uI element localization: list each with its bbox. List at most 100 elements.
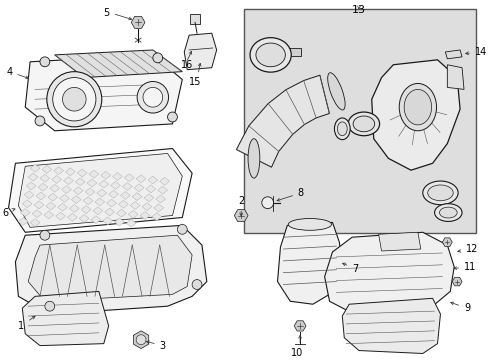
Polygon shape bbox=[85, 188, 95, 196]
Polygon shape bbox=[32, 210, 42, 218]
Polygon shape bbox=[184, 33, 216, 70]
Polygon shape bbox=[110, 181, 120, 189]
Text: 10: 10 bbox=[290, 348, 303, 357]
Polygon shape bbox=[378, 232, 420, 251]
Polygon shape bbox=[56, 212, 65, 220]
Polygon shape bbox=[52, 176, 61, 183]
Text: 7: 7 bbox=[342, 263, 358, 274]
Polygon shape bbox=[102, 217, 112, 225]
Ellipse shape bbox=[403, 89, 431, 125]
Polygon shape bbox=[148, 176, 158, 184]
Polygon shape bbox=[77, 169, 87, 177]
Circle shape bbox=[192, 280, 202, 289]
Polygon shape bbox=[67, 213, 77, 221]
Text: 11: 11 bbox=[453, 262, 475, 272]
Polygon shape bbox=[158, 186, 167, 194]
Polygon shape bbox=[97, 189, 106, 197]
Polygon shape bbox=[26, 182, 36, 190]
Polygon shape bbox=[40, 174, 50, 182]
Polygon shape bbox=[156, 195, 165, 203]
Text: 14: 14 bbox=[465, 47, 486, 57]
Polygon shape bbox=[44, 211, 54, 219]
Polygon shape bbox=[277, 222, 342, 304]
Polygon shape bbox=[142, 203, 152, 211]
Polygon shape bbox=[130, 202, 140, 210]
Circle shape bbox=[136, 335, 146, 345]
Ellipse shape bbox=[427, 185, 452, 201]
Polygon shape bbox=[342, 298, 440, 354]
Polygon shape bbox=[108, 190, 118, 198]
Circle shape bbox=[40, 230, 50, 240]
Polygon shape bbox=[30, 219, 40, 226]
Text: 9: 9 bbox=[450, 302, 469, 313]
Polygon shape bbox=[50, 184, 60, 192]
Ellipse shape bbox=[347, 112, 379, 136]
Polygon shape bbox=[134, 184, 144, 192]
Bar bbox=[244, 9, 475, 233]
Polygon shape bbox=[122, 183, 132, 190]
Polygon shape bbox=[34, 201, 44, 209]
Polygon shape bbox=[87, 179, 97, 187]
Bar bbox=[190, 14, 200, 24]
Polygon shape bbox=[101, 171, 110, 179]
Polygon shape bbox=[234, 210, 247, 221]
Polygon shape bbox=[144, 194, 154, 202]
Circle shape bbox=[45, 301, 55, 311]
Polygon shape bbox=[83, 197, 93, 205]
Polygon shape bbox=[106, 199, 116, 207]
Polygon shape bbox=[126, 219, 136, 227]
Polygon shape bbox=[104, 208, 114, 216]
Polygon shape bbox=[132, 193, 142, 201]
Polygon shape bbox=[324, 232, 453, 314]
Circle shape bbox=[53, 77, 96, 121]
Polygon shape bbox=[20, 209, 30, 216]
Polygon shape bbox=[95, 198, 104, 206]
Text: 13: 13 bbox=[351, 5, 365, 15]
Polygon shape bbox=[154, 204, 163, 212]
Text: 1: 1 bbox=[19, 316, 35, 331]
Polygon shape bbox=[19, 217, 28, 225]
Text: 5: 5 bbox=[102, 8, 109, 18]
Polygon shape bbox=[24, 191, 34, 199]
Polygon shape bbox=[61, 185, 71, 193]
Polygon shape bbox=[73, 187, 83, 195]
Polygon shape bbox=[442, 238, 451, 246]
Text: 16: 16 bbox=[181, 60, 193, 70]
Circle shape bbox=[62, 87, 86, 111]
Polygon shape bbox=[81, 206, 91, 213]
Polygon shape bbox=[42, 166, 52, 174]
Circle shape bbox=[40, 57, 50, 67]
Polygon shape bbox=[93, 207, 102, 215]
Polygon shape bbox=[114, 218, 124, 226]
Ellipse shape bbox=[398, 84, 436, 131]
Circle shape bbox=[142, 87, 163, 107]
Ellipse shape bbox=[334, 118, 349, 140]
Text: 2: 2 bbox=[238, 196, 244, 216]
Ellipse shape bbox=[434, 204, 461, 221]
Polygon shape bbox=[146, 185, 156, 193]
Polygon shape bbox=[25, 55, 182, 131]
Ellipse shape bbox=[288, 219, 331, 230]
Text: 15: 15 bbox=[188, 77, 201, 86]
Polygon shape bbox=[63, 177, 73, 185]
Polygon shape bbox=[75, 178, 85, 186]
Text: 12: 12 bbox=[457, 244, 477, 254]
Polygon shape bbox=[28, 235, 192, 301]
Polygon shape bbox=[22, 200, 32, 208]
Ellipse shape bbox=[255, 43, 285, 67]
Polygon shape bbox=[54, 167, 63, 175]
Circle shape bbox=[47, 72, 102, 127]
Polygon shape bbox=[22, 291, 108, 346]
Polygon shape bbox=[124, 174, 134, 182]
Ellipse shape bbox=[352, 116, 374, 132]
Ellipse shape bbox=[439, 207, 456, 218]
Text: 6: 6 bbox=[2, 208, 15, 217]
Polygon shape bbox=[120, 192, 130, 199]
Circle shape bbox=[177, 224, 187, 234]
Polygon shape bbox=[69, 204, 79, 212]
Polygon shape bbox=[136, 175, 146, 183]
Polygon shape bbox=[36, 192, 46, 200]
Polygon shape bbox=[99, 180, 108, 188]
Polygon shape bbox=[128, 210, 138, 218]
Circle shape bbox=[261, 197, 273, 209]
